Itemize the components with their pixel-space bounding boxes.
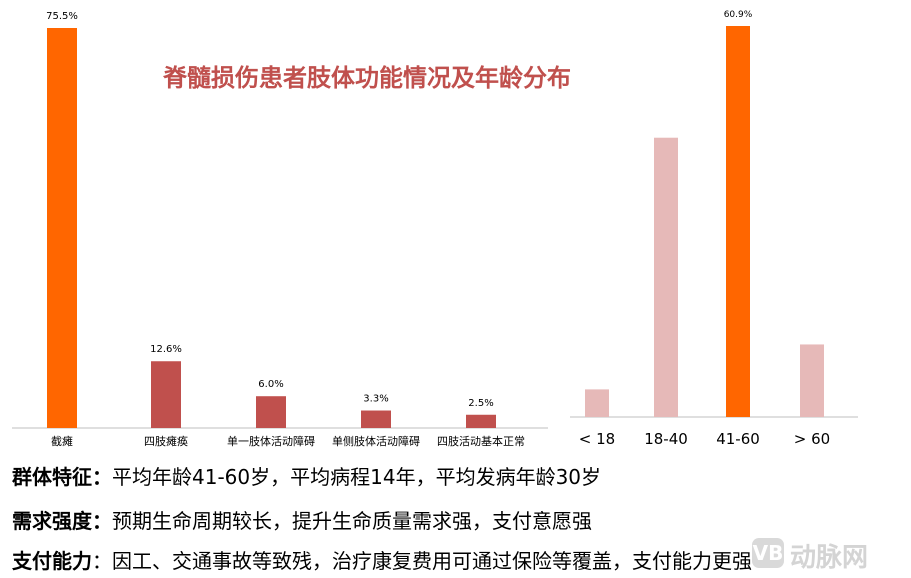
info-line-demand: 需求强度：预期生命周期较长，提升生命质量需求强，支付意愿强 xyxy=(12,505,592,534)
x-tick-label: 截瘫 xyxy=(51,434,73,448)
bar xyxy=(585,389,609,417)
data-label: 60.9% xyxy=(724,10,753,20)
bar xyxy=(47,28,77,428)
data-label: 75.5% xyxy=(46,11,78,22)
x-tick-label: > 60 xyxy=(794,430,830,448)
watermark-logo: VB 动脉网 xyxy=(752,534,902,574)
bar xyxy=(151,361,181,428)
info-line-group-features: 群体特征：平均年龄41-60岁，平均病程14年，平均发病年龄30岁 xyxy=(12,461,601,490)
data-label: 3.3% xyxy=(363,394,388,405)
watermark-badge: VB xyxy=(752,538,784,568)
x-tick-label: 四肢瘫痪 xyxy=(144,434,188,448)
x-tick-label: 单一肢体活动障碍 xyxy=(227,434,315,448)
info-line-payment: 支付能力：因工、交通事故等致残，治疗康复费用可通过保险等覆盖，支付能力更强 xyxy=(12,545,752,574)
info-key: 支付能力 xyxy=(12,549,92,573)
data-label: 2.5% xyxy=(468,398,493,409)
bar-charts: 截瘫 75.5% 四肢瘫痪 12.6% 单一肢体活动障碍 6.0% 单侧肢体活动障碍 3.3%… xyxy=(12,10,858,448)
info-key: 需求强度： xyxy=(12,509,112,533)
data-label: 6.0% xyxy=(258,379,283,390)
bar xyxy=(726,26,750,417)
x-tick-label: 18-40 xyxy=(644,430,688,448)
bar xyxy=(800,344,824,417)
info-key: 群体特征： xyxy=(12,465,112,489)
bar xyxy=(256,396,286,428)
x-tick-label: 单侧肢体活动障碍 xyxy=(332,434,420,448)
chart-title: 脊髓损伤患者肢体功能情况及年龄分布 xyxy=(163,64,571,92)
watermark-text: 动脉网 xyxy=(790,543,869,573)
bar xyxy=(466,414,496,428)
x-tick-label: 四肢活动基本正常 xyxy=(437,434,525,448)
bar xyxy=(654,137,678,417)
data-label: 12.6% xyxy=(150,344,182,355)
info-value: 平均年龄41-60岁，平均病程14年，平均发病年龄30岁 xyxy=(112,465,602,489)
x-tick-label: 41-60 xyxy=(716,430,760,448)
info-value: ：因工、交通事故等致残，治疗康复费用可通过保险等覆盖，支付能力更强 xyxy=(92,549,752,573)
bar xyxy=(361,410,391,428)
info-value: 预期生命周期较长，提升生命质量需求强，支付意愿强 xyxy=(112,509,592,533)
x-tick-label: < 18 xyxy=(579,430,615,448)
